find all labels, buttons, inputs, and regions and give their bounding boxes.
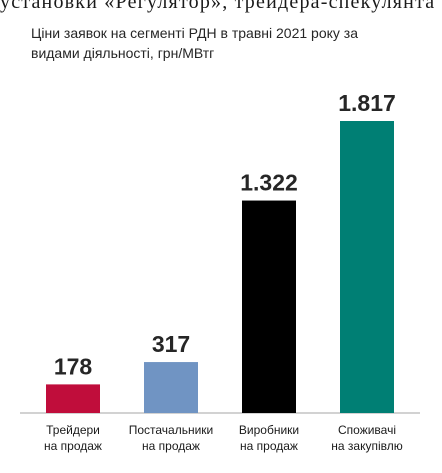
bar-4 [340,121,394,413]
value-label-4: 1.817 [338,90,396,116]
category-label-2-line-1: Постачальники [129,423,214,437]
category-label-4-line-1: Споживачі [338,423,396,437]
category-label-3-line-1: Виробники [239,423,299,437]
category-label-2-line-2: на продаж [142,439,200,453]
bar-2 [144,362,198,413]
value-label-2: 317 [152,331,190,357]
chart-title: Ціни заявок на сегменті РДН в травні 202… [31,25,358,61]
bar-3 [242,200,296,413]
category-label-3-line-2: на продаж [240,439,298,453]
bars-group [46,121,394,413]
category-labels-group: Трейдери на продаж Постачальники на продаж В… [44,423,403,453]
category-label-1-line-1: Трейдери [46,423,100,437]
value-label-3: 1.322 [240,170,298,196]
bar-1 [46,384,100,413]
cropped-header-text: установки «Регулятор», трейдера-спекулян… [0,0,436,13]
category-label-1-line-2: на продаж [44,439,102,453]
value-label-1: 178 [54,353,93,379]
category-label-4-line-2: на закупівлю [331,439,402,453]
value-labels-group: 178 317 1.322 1.817 [54,90,396,379]
